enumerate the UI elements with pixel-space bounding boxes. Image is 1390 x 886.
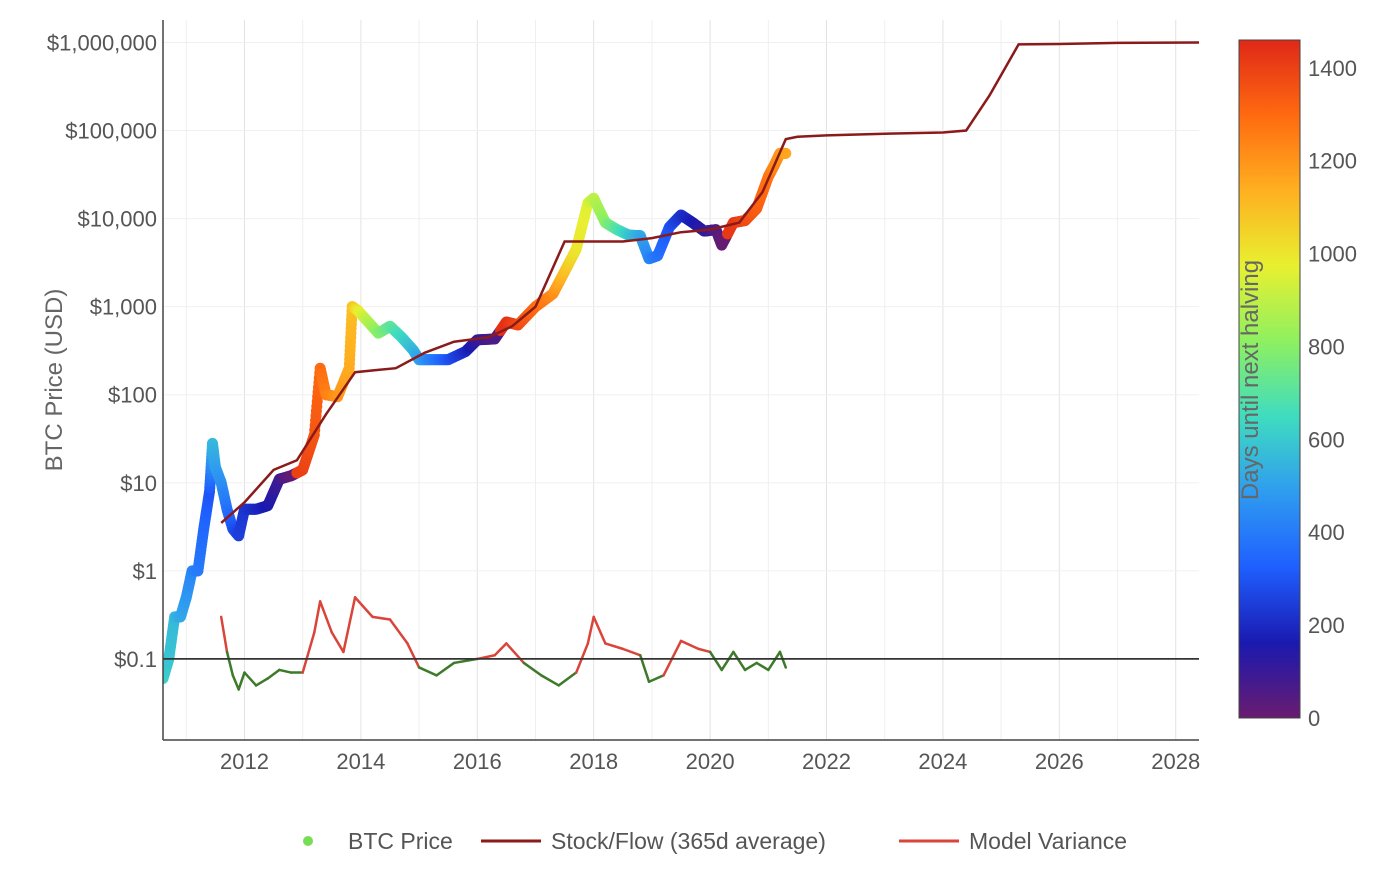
x-tick-label: 2014	[336, 749, 385, 774]
model-variance-segment	[574, 642, 590, 674]
model-variance-segment	[708, 650, 723, 672]
y-tick-label: $1	[133, 559, 157, 584]
model-variance-segment	[732, 650, 747, 672]
model-variance-segment	[755, 661, 770, 672]
y-tick-labels: $0.1 $1 $10 $100 $1,000 $10,000 $100,000 $1,000…	[47, 30, 157, 671]
colorbar-title: Days until next halving	[1237, 260, 1264, 500]
btc-price-point	[780, 147, 792, 159]
x-tick-label: 2026	[1035, 749, 1084, 774]
model-variance-segment	[621, 647, 642, 657]
legend-label-model-variance: Model Variance	[969, 828, 1127, 854]
model-variance-segment	[237, 671, 246, 691]
stock-flow-line	[220, 41, 1199, 524]
model-variance-segment	[254, 677, 270, 687]
model-variance-segment	[313, 600, 322, 634]
model-variance-segment	[219, 615, 229, 654]
model-variance-segment	[353, 596, 374, 619]
model-variance-segment	[417, 666, 438, 677]
model-variance-segment	[557, 671, 578, 687]
model-variance-segment	[318, 600, 334, 634]
y-tick-label: $10	[120, 471, 157, 496]
model-variance-segment	[243, 671, 258, 687]
model-variance-segment	[225, 650, 235, 677]
x-tick-label: 2012	[220, 749, 269, 774]
y-tick-label: $0.1	[114, 647, 157, 672]
model-variance-segment	[767, 650, 782, 672]
model-variance-segment	[505, 642, 526, 665]
model-variance-segment	[231, 674, 240, 691]
y-tick-label: $1,000,000	[47, 30, 157, 55]
legend-label-btc-price: BTC Price	[348, 828, 453, 854]
x-tick-label: 2016	[453, 749, 502, 774]
x-tick-labels: 2012 2014 2016 2018 2020 2022 2024 2026 2028	[220, 749, 1200, 774]
model-variance-segment	[743, 661, 758, 672]
model-variance-segment	[371, 615, 392, 621]
model-variance-segment	[647, 674, 665, 684]
colorbar-tick-label: 1400	[1308, 56, 1357, 81]
colorbar-gradient	[1238, 39, 1301, 719]
colorbar-tick-label: 0	[1308, 706, 1320, 731]
model-variance-segment	[679, 639, 700, 651]
model-variance-segment	[586, 615, 595, 645]
y-tick-label: $100,000	[65, 119, 157, 144]
colorbar-tick-label: 1000	[1308, 242, 1357, 267]
model-variance-segment	[330, 631, 345, 654]
model-variance-segment	[266, 668, 281, 680]
colorbar-tick-label: 400	[1308, 520, 1345, 545]
x-tick-label: 2024	[918, 749, 967, 774]
model-variance-segment	[388, 618, 409, 645]
model-variance-segment	[720, 650, 735, 672]
grid	[163, 20, 1199, 740]
model-variance-segment	[522, 661, 543, 677]
colorbar-tick-label: 200	[1308, 613, 1345, 638]
model-variance-segment	[406, 642, 421, 669]
model-variance-segment	[493, 642, 508, 657]
model-variance-segment	[301, 631, 316, 674]
model-variance-segment	[435, 661, 456, 677]
model-variance-segment	[342, 596, 357, 654]
axes	[162, 20, 1199, 741]
plot-area	[163, 41, 1199, 691]
y-tick-label: $100	[108, 383, 157, 408]
y-tick-label: $10,000	[77, 207, 157, 232]
y-axis-title: BTC Price (USD)	[41, 289, 68, 472]
model-variance-segment	[604, 642, 625, 651]
model-variance-segment	[278, 668, 293, 674]
x-tick-label: 2028	[1151, 749, 1200, 774]
legend-label-stock-flow: Stock/Flow (365d average)	[551, 828, 826, 854]
y-tick-label: $1,000	[90, 295, 157, 320]
x-tick-label: 2018	[569, 749, 618, 774]
colorbar: 0 200 400 600 800 1000 1200 1400 Days until nex…	[1237, 39, 1357, 731]
model-variance-segment	[697, 647, 712, 654]
colorbar-tick-label: 600	[1308, 427, 1345, 452]
colorbar-tick-labels: 0 200 400 600 800 1000 1200 1400	[1308, 56, 1357, 731]
x-tick-label: 2022	[802, 749, 851, 774]
x-tick-label: 2020	[686, 749, 735, 774]
colorbar-tick-label: 1200	[1308, 149, 1357, 174]
legend: BTC Price Stock/Flow (365d average) Mode…	[303, 828, 1127, 854]
model-variance-segment	[592, 615, 607, 645]
colorbar-tick-label: 800	[1308, 334, 1345, 359]
model-variance-segment	[540, 674, 561, 687]
legend-marker-btc-price	[303, 836, 313, 846]
